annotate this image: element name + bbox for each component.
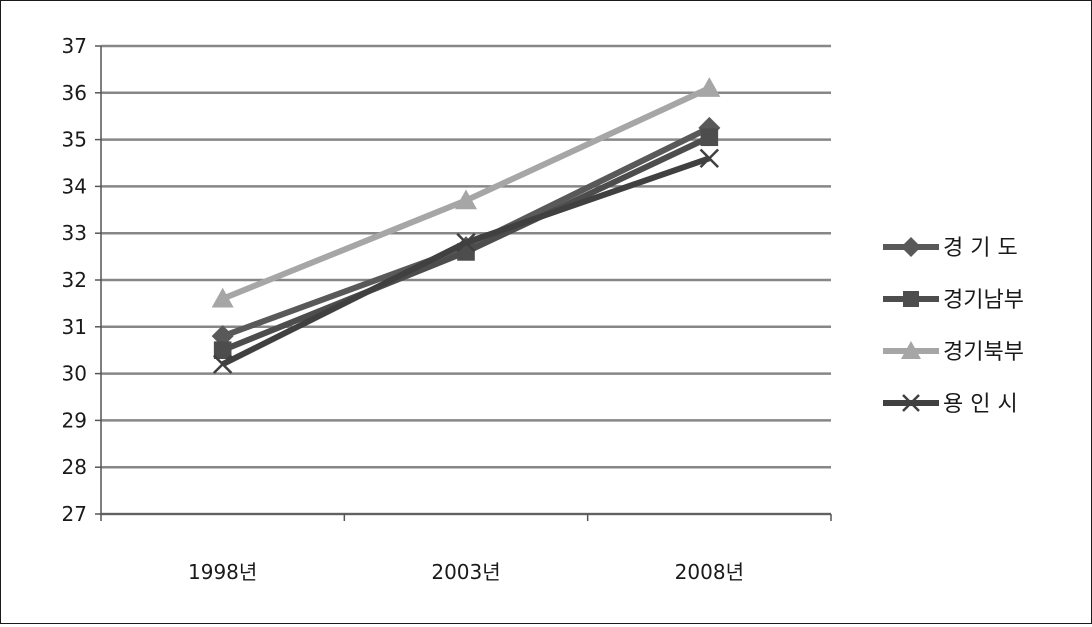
- data-point: [456, 232, 476, 253]
- legend-item: 경기북부: [883, 340, 1024, 365]
- legend-label: 경기남부: [943, 288, 1024, 313]
- series-lines: [211, 77, 721, 374]
- y-tick-label: 34: [62, 174, 87, 198]
- x-tick-label: 1998년: [188, 560, 257, 584]
- legend-item: 용 인 시: [883, 392, 1018, 417]
- data-point: [213, 341, 232, 359]
- y-tick-label: 32: [62, 268, 87, 292]
- x-tick-label: 2003년: [431, 560, 500, 584]
- data-point: [211, 287, 234, 308]
- legend-marker: [902, 394, 920, 412]
- axes: 27 28 29 30 31 32 33 34 35 36 37 1998년 2003년 2008년: [62, 34, 832, 584]
- y-tick-label: 33: [62, 221, 87, 245]
- legend-item: 경 기 도: [883, 236, 1018, 261]
- legend-label: 경 기 도: [943, 236, 1018, 261]
- data-point: [698, 77, 721, 97]
- data-point: [700, 128, 719, 147]
- y-tick-label: 37: [62, 34, 87, 58]
- legend-label: 경기북부: [943, 340, 1024, 365]
- y-tick-label: 27: [62, 502, 87, 526]
- x-tick-label: 2008년: [675, 560, 744, 584]
- legend-marker: [901, 237, 921, 257]
- data-point: [455, 189, 477, 210]
- series-3: [212, 148, 720, 374]
- legend-item: 경기남부: [883, 288, 1024, 313]
- legend-marker: [903, 291, 919, 307]
- series-2: [211, 77, 721, 308]
- data-point: [699, 148, 720, 169]
- legend-marker: [901, 341, 921, 359]
- y-tick-label: 28: [62, 455, 87, 479]
- y-tick-label: 31: [62, 315, 87, 339]
- gridlines: [101, 44, 831, 516]
- data-point: [212, 354, 233, 374]
- legend-label: 용 인 시: [943, 392, 1018, 417]
- y-tick-label: 29: [62, 408, 87, 432]
- y-tick-label: 30: [62, 362, 87, 386]
- series-line: [221, 155, 711, 367]
- y-tick-label: 36: [62, 81, 87, 105]
- y-tick-label: 35: [62, 128, 87, 152]
